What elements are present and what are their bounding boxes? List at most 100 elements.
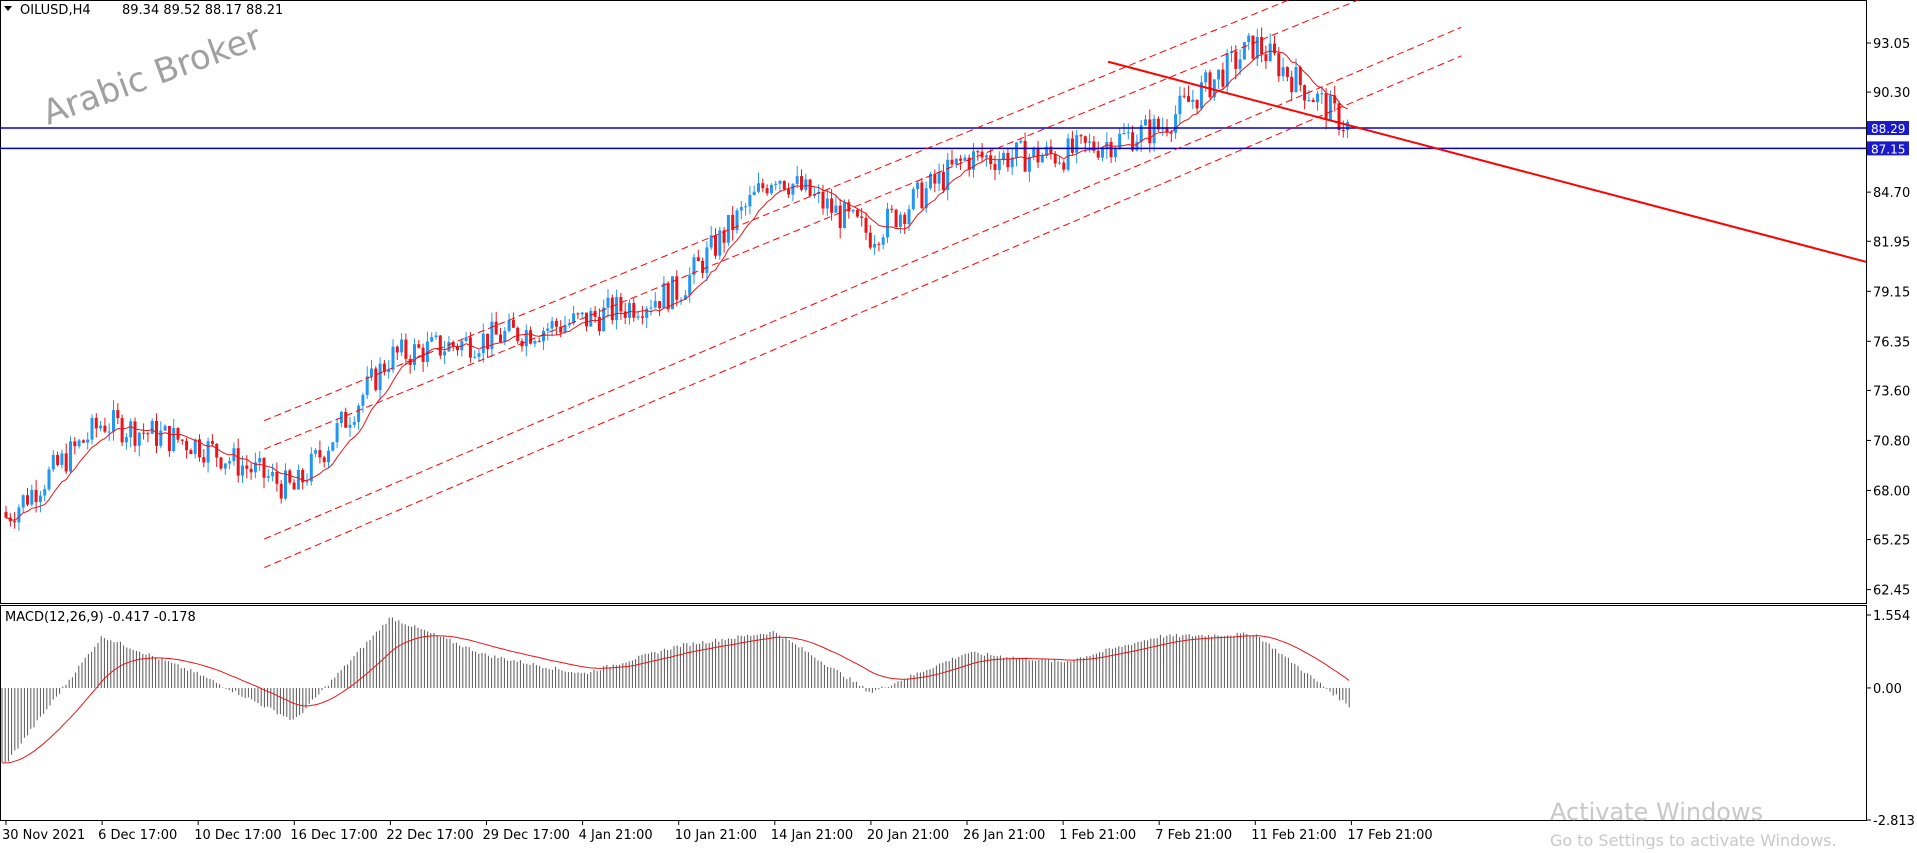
candle-body <box>714 235 717 256</box>
candle-body <box>365 376 369 396</box>
candle-body <box>1118 133 1122 149</box>
candle-body <box>572 313 576 324</box>
candle-body <box>959 158 963 161</box>
candle-body <box>769 184 773 194</box>
candle-body <box>537 341 541 343</box>
candle-body <box>314 450 318 454</box>
candle-body <box>421 347 425 362</box>
candle-body <box>17 507 21 523</box>
macd-signal-line <box>1 635 1350 764</box>
candle-body <box>933 173 937 184</box>
candle-body <box>860 216 864 218</box>
x-tick-label: 7 Feb 21:00 <box>1155 828 1232 843</box>
candle-body <box>284 470 287 499</box>
candle-body <box>937 172 941 184</box>
channel-line <box>264 0 1290 422</box>
x-tick-label: 6 Dec 17:00 <box>98 828 177 843</box>
candle-body <box>963 157 967 161</box>
candle-body <box>881 237 885 245</box>
candle-body <box>133 421 137 446</box>
candle-body <box>1217 69 1221 80</box>
candle-body <box>129 421 133 438</box>
y-tick-label: 76.35 <box>1873 335 1910 350</box>
candle-body <box>567 323 571 326</box>
candle-body <box>1303 85 1307 101</box>
candle-body <box>1212 79 1216 98</box>
candle-body <box>1045 146 1049 156</box>
candle-body <box>43 489 47 496</box>
candle-body <box>116 410 120 419</box>
candle-body <box>21 495 25 508</box>
x-tick-label: 10 Jan 21:00 <box>675 828 757 843</box>
candle-body <box>1204 72 1208 83</box>
candles-layer <box>4 27 1350 531</box>
candle-body <box>1298 67 1302 86</box>
candle-body <box>344 411 348 428</box>
price-tag <box>1867 141 1909 156</box>
candle-body <box>447 341 451 352</box>
price-tag-label: 88.29 <box>1871 122 1905 136</box>
candle-body <box>653 301 657 308</box>
candle-body <box>1316 93 1319 103</box>
candle-body <box>1156 118 1160 130</box>
macd-panel-frame <box>0 605 1867 821</box>
candle-body <box>1105 142 1109 149</box>
macd-y-tick-label: -2.813 <box>1873 814 1915 829</box>
candle-body <box>120 418 124 443</box>
trend-line[interactable] <box>1107 60 1867 263</box>
candle-body <box>877 243 881 245</box>
candle-body <box>271 471 275 477</box>
candle-body <box>1328 95 1332 120</box>
candle-body <box>1023 140 1027 172</box>
candle-body <box>26 495 29 505</box>
candle-body <box>1311 99 1315 103</box>
candle-body <box>744 206 748 208</box>
candle-body <box>327 450 330 463</box>
candle-body <box>511 319 515 328</box>
candle-body <box>395 346 399 353</box>
candle-body <box>198 439 201 458</box>
candle-body <box>481 333 485 354</box>
candle-body <box>1062 162 1066 170</box>
candle-body <box>821 191 825 209</box>
candle-body <box>989 155 993 164</box>
candle-body <box>1174 114 1178 133</box>
candle-body <box>1122 133 1126 135</box>
candle-body <box>894 209 898 227</box>
candle-body <box>279 483 283 499</box>
x-tick-label: 11 Feb 21:00 <box>1251 828 1336 843</box>
candle-body <box>486 333 490 350</box>
candle-body <box>81 440 85 443</box>
candle-body <box>941 172 945 190</box>
watermark: Arabic Broker <box>37 17 266 133</box>
candle-body <box>189 450 193 455</box>
candle-body <box>868 232 872 248</box>
candle-body <box>619 296 623 312</box>
candle-body <box>632 303 636 318</box>
symbol-dropdown-icon[interactable] <box>4 6 12 11</box>
candle-body <box>529 330 533 344</box>
candle-body <box>903 214 907 224</box>
candle-body <box>34 489 38 503</box>
candle-body <box>748 194 752 207</box>
candle-body <box>77 440 81 447</box>
y-tick-label: 84.70 <box>1873 186 1910 201</box>
candle-body <box>1285 67 1289 77</box>
candle-body <box>830 198 834 213</box>
candle-body <box>430 337 434 342</box>
candle-body <box>434 335 438 338</box>
candle-body <box>348 424 352 428</box>
candle-body <box>1290 76 1294 93</box>
candle-body <box>916 182 920 190</box>
candle-body <box>950 159 954 165</box>
candle-body <box>1260 36 1264 55</box>
candle-body <box>774 183 778 185</box>
candle-body <box>370 368 373 377</box>
x-tick-label: 1 Feb 21:00 <box>1059 828 1136 843</box>
candle-body <box>13 521 17 523</box>
candle-body <box>640 316 644 318</box>
candle-body <box>408 358 412 365</box>
candle-body <box>662 283 666 309</box>
candle-body <box>705 247 709 273</box>
candle-body <box>855 209 859 217</box>
